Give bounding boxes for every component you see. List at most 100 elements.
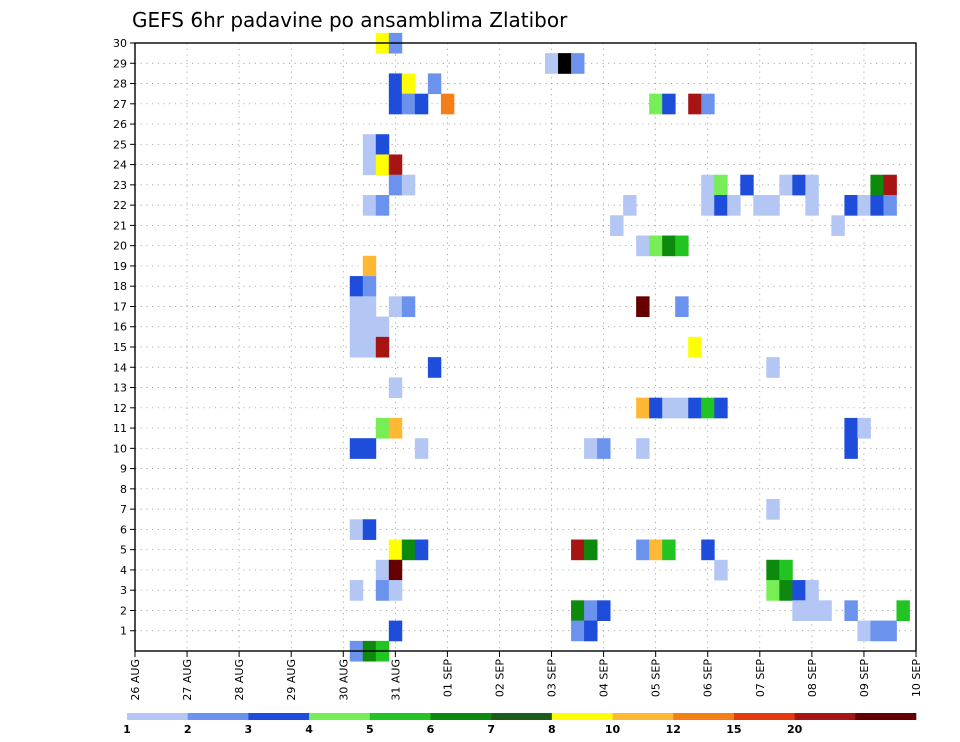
y-tick-label: 17 [113, 300, 127, 313]
heatmap-cell [362, 519, 377, 540]
y-tick-label: 26 [113, 118, 127, 131]
heatmap-cell [792, 580, 806, 601]
colorbar-swatch [491, 713, 553, 720]
heatmap-cell [805, 195, 819, 216]
heatmap-cell [571, 53, 585, 74]
colorbar-label: 4 [305, 723, 313, 736]
heatmap-cell [388, 93, 403, 115]
y-tick-label: 11 [113, 422, 127, 435]
heatmap-cell [779, 559, 793, 581]
heatmap-cell [714, 195, 728, 216]
heatmap-cell [805, 174, 819, 196]
heatmap-cell [558, 53, 572, 74]
y-tick-label: 8 [120, 483, 127, 496]
colorbar-label: 12 [666, 723, 681, 736]
heatmap-cell [701, 93, 715, 115]
heatmap-cell [571, 539, 585, 561]
heatmap-cell [675, 397, 689, 419]
heatmap-cell [610, 215, 624, 236]
y-tick-label: 13 [113, 382, 127, 395]
colorbar: 1 2 3 4 5 6 7 8 10 12 15 20 [123, 713, 917, 736]
y-tick-label: 19 [113, 260, 127, 273]
heatmap-cell [818, 600, 832, 621]
colorbar-label: 2 [184, 723, 192, 736]
x-tick-label: 28 AUG [233, 659, 246, 701]
heatmap-cell [597, 600, 611, 621]
x-tick-label: 31 AUG [389, 659, 402, 701]
x-tick-label: 04 SEP [598, 659, 611, 697]
heatmap-cell [844, 195, 858, 216]
heatmap-cell [375, 559, 390, 581]
heatmap-cell [714, 397, 728, 419]
heatmap-cell [362, 195, 377, 216]
x-tick-label: 29 AUG [285, 659, 298, 701]
heatmap-cell [349, 296, 364, 317]
heatmap-cell [427, 357, 442, 378]
heatmap-cell [362, 296, 377, 317]
heatmap-cell [440, 93, 455, 115]
heatmap-cell [623, 195, 637, 216]
heatmap-cell [362, 134, 377, 155]
heatmap-cell [388, 580, 403, 601]
heatmap-cell [662, 397, 676, 419]
colorbar-swatch [794, 713, 856, 720]
heatmap-cell [349, 336, 364, 358]
y-tick-label: 6 [120, 523, 127, 536]
y-tick-label: 28 [113, 78, 127, 91]
heatmap-cell [883, 195, 897, 216]
heatmap-cell [779, 580, 793, 601]
heatmap-cell [766, 195, 780, 216]
heatmap-cell [375, 316, 390, 338]
x-tick-label: 26 AUG [129, 659, 142, 701]
heatmap-cell [401, 93, 416, 115]
heatmap-cell [636, 296, 650, 317]
heatmap-cell [349, 519, 364, 540]
heatmap-cell [766, 499, 780, 520]
heatmap-cell [584, 620, 598, 642]
heatmap-cell [375, 336, 390, 358]
y-tick-label: 21 [113, 219, 127, 232]
heatmap-cell [662, 539, 676, 561]
colorbar-label: 7 [487, 723, 495, 736]
colorbar-label: 20 [787, 723, 803, 736]
y-tick-label: 15 [113, 341, 127, 354]
heatmap-cell [414, 438, 429, 459]
colorbar-label: 8 [548, 723, 556, 736]
heatmap-cells [349, 32, 910, 662]
heatmap-cell [662, 235, 676, 257]
heatmap-cell [401, 539, 416, 561]
heatmap-cell [375, 154, 390, 176]
heatmap-cell [349, 438, 364, 459]
y-tick-label: 20 [113, 240, 127, 253]
heatmap-cell [401, 73, 416, 95]
heatmap-cell [388, 174, 403, 196]
heatmap-cell [701, 174, 715, 196]
heatmap-cell [388, 73, 403, 95]
y-axis: 1234567891011121314151617181920212223242… [113, 37, 135, 638]
colorbar-label: 1 [123, 723, 131, 736]
heatmap-cell [375, 195, 390, 216]
x-tick-label: 01 SEP [441, 659, 454, 697]
y-tick-label: 22 [113, 199, 127, 212]
heatmap-cell [779, 174, 793, 196]
heatmap-cell [649, 539, 663, 561]
y-tick-label: 3 [120, 584, 127, 597]
y-tick-label: 4 [120, 564, 127, 577]
heatmap-cell [714, 174, 728, 196]
heatmap-cell [584, 539, 598, 561]
heatmap-cell [857, 195, 871, 216]
heatmap-cell [857, 620, 871, 642]
colorbar-swatch [248, 713, 310, 720]
x-tick-label: 30 AUG [337, 659, 350, 701]
heatmap-cell [388, 539, 403, 561]
heatmap-cell [584, 600, 598, 621]
heatmap-cell [805, 580, 819, 601]
heatmap-cell [701, 195, 715, 216]
y-tick-label: 14 [113, 361, 127, 374]
colorbar-label: 6 [427, 723, 435, 736]
heatmap-cell [414, 539, 429, 561]
x-tick-label: 08 SEP [806, 659, 819, 697]
heatmap-cell [388, 296, 403, 317]
grid [135, 43, 916, 651]
